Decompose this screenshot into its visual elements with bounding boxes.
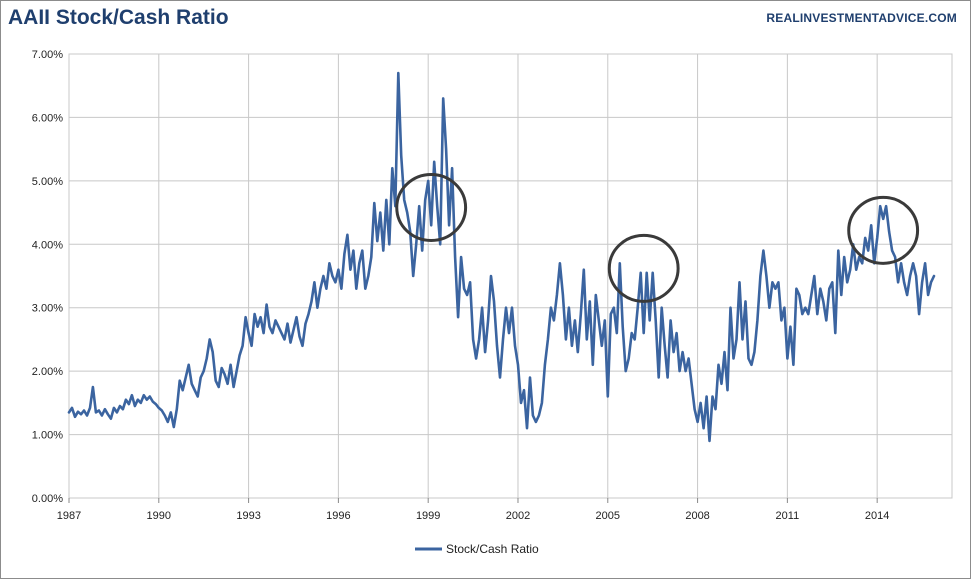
series-group bbox=[67, 71, 936, 443]
x-tick-label: 2011 bbox=[776, 510, 800, 522]
legend-label: Stock/Cash Ratio bbox=[446, 542, 539, 556]
series-line bbox=[67, 71, 936, 443]
grid-lines bbox=[68, 53, 953, 499]
annotation-circles bbox=[395, 173, 920, 303]
x-tick-label: 2002 bbox=[506, 510, 530, 522]
x-tick-label: 1990 bbox=[147, 510, 171, 522]
y-tick-label: 0.00% bbox=[32, 493, 63, 505]
chart-title: AAII Stock/Cash Ratio bbox=[8, 6, 229, 29]
x-tick-label: 1996 bbox=[326, 510, 350, 522]
x-tick-label: 1999 bbox=[416, 510, 440, 522]
y-tick-label: 4.00% bbox=[32, 239, 63, 251]
x-tick-label: 1993 bbox=[236, 510, 260, 522]
x-tick-label: 1987 bbox=[57, 510, 81, 522]
y-tick-label: 2.00% bbox=[32, 366, 63, 378]
source-label: REALINVESTMENTADVICE.COM bbox=[766, 11, 957, 25]
x-tick-label: 2008 bbox=[685, 510, 709, 522]
y-tick-label: 6.00% bbox=[32, 112, 63, 124]
x-tick-label: 2005 bbox=[596, 510, 620, 522]
x-tick-label: 2014 bbox=[865, 510, 889, 522]
y-tick-label: 3.00% bbox=[32, 303, 63, 315]
plot-area bbox=[68, 53, 953, 499]
annotation-circle bbox=[607, 233, 680, 303]
y-tick-label: 5.00% bbox=[32, 176, 63, 188]
annotation-circle bbox=[847, 195, 920, 265]
legend: Stock/Cash Ratio bbox=[415, 542, 539, 556]
y-tick-label: 1.00% bbox=[32, 430, 63, 442]
annotation-circle bbox=[395, 173, 468, 242]
axes: 0.00% 1.00% 2.00% 3.00% 4.00% 5.00% 6.00% 7.00%… bbox=[32, 49, 890, 522]
y-tick-label: 7.00% bbox=[32, 49, 63, 61]
